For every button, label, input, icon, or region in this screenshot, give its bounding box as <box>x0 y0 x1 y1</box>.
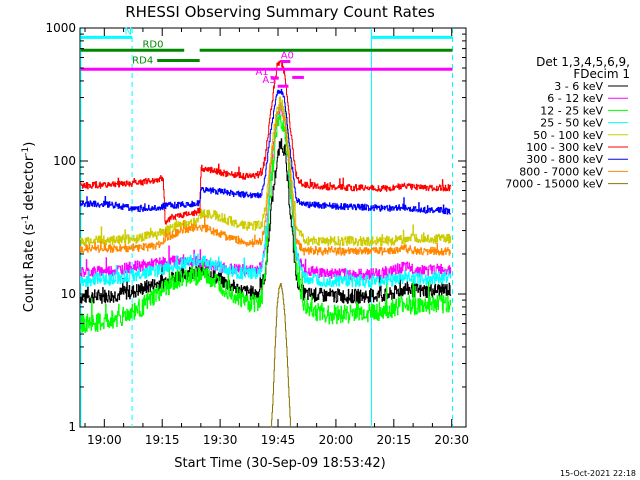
series-line-8 <box>271 283 291 428</box>
y-axis-label: Count Rate (s-1 detector-1) <box>21 142 37 313</box>
y-tick-label: 10 <box>61 287 76 301</box>
x-tick-label: 19:00 <box>87 433 122 447</box>
series-line-7 <box>80 102 452 256</box>
plot-border <box>79 27 467 428</box>
flag-label-a1: A1 <box>255 67 268 78</box>
legend-label: 800 - 7000 keV <box>519 165 603 178</box>
chart-marks: N RD0 RD4 A1 A0 A3 <box>80 26 453 428</box>
x-tick-label: 20:00 <box>319 433 354 447</box>
y-tick-label: 1000 <box>45 21 76 35</box>
legend-label: 50 - 100 keV <box>533 129 603 142</box>
series-line-6 <box>80 88 452 215</box>
legend-label: 300 - 800 keV <box>526 153 603 166</box>
legend-label: 7000 - 15000 keV <box>505 178 603 191</box>
legend-label: 3 - 6 keV <box>554 80 603 93</box>
x-tick-label: 20:15 <box>377 433 412 447</box>
flag-label-a0: A0 <box>281 50 294 61</box>
series-line-3 <box>80 104 452 288</box>
legend-label: 12 - 25 keV <box>540 104 603 117</box>
plot-frame <box>79 27 467 428</box>
x-axis-label: Start Time (30-Sep-09 18:53:42) <box>174 456 385 471</box>
y-tick-label: 1 <box>68 420 76 434</box>
date-stamp: 15-Oct-2021 22:18 <box>560 469 636 478</box>
flag-label-n: N <box>124 26 131 37</box>
legend-header-detectors: Det 1,3,4,5,6,9, <box>536 55 630 69</box>
y-tick-label: 100 <box>53 154 76 168</box>
series-line-5 <box>80 60 452 225</box>
x-tick-label: 19:30 <box>203 433 238 447</box>
legend-label: 6 - 12 keV <box>547 92 603 105</box>
flag-label-rd0: RD0 <box>142 39 163 50</box>
chart-title: RHESSI Observing Summary Count Rates <box>125 3 435 21</box>
flag-label-rd4: RD4 <box>132 55 153 66</box>
series-line-2 <box>80 112 452 333</box>
series-line-4 <box>80 96 452 247</box>
x-tick-label: 19:45 <box>261 433 296 447</box>
axes: 1 10 100 1000 19:00 19:15 19:30 19:45 20:00 20:15… <box>45 21 469 447</box>
flag-label-a3: A3 <box>262 75 275 86</box>
legend-label: 25 - 50 keV <box>540 117 603 130</box>
x-tick-label: 20:30 <box>434 433 469 447</box>
legend-header-decimation: FDecim 1 <box>573 67 630 81</box>
x-tick-label: 19:15 <box>145 433 180 447</box>
legend-label: 100 - 300 keV <box>526 141 603 154</box>
